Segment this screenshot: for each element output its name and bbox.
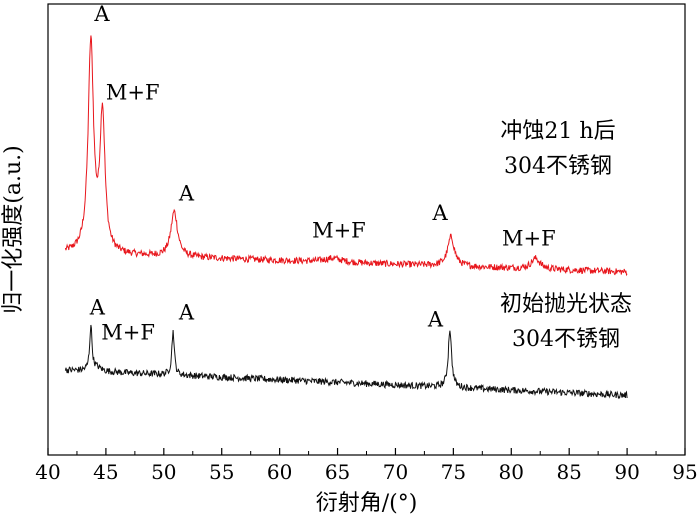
x-tick-label: 75	[441, 460, 466, 484]
x-axis: 40 45 50 55 60 65 70 75 80 85 90 95	[35, 448, 698, 484]
peak-label: A	[427, 307, 444, 331]
y-axis-label: 归一化强度(a.u.)	[1, 145, 26, 313]
x-tick-label: 95	[672, 460, 697, 484]
peak-label: A	[432, 201, 449, 225]
series-line	[64, 324, 628, 400]
peak-label: M+F	[101, 321, 155, 345]
x-tick-label: 85	[556, 460, 581, 484]
spectra	[64, 35, 628, 400]
plot-frame	[47, 3, 686, 456]
peak-label: M+F	[106, 81, 160, 105]
x-tick-label: 80	[499, 460, 524, 484]
x-tick-label: 70	[383, 460, 408, 484]
peak-label: A	[178, 181, 195, 205]
legend-text: 304不锈钢	[512, 327, 620, 352]
x-tick-label: 65	[325, 460, 350, 484]
x-tick-label: 40	[35, 460, 60, 484]
x-tick-label: 50	[151, 460, 176, 484]
peak-label: M+F	[502, 226, 556, 250]
peak-label: A	[93, 2, 110, 26]
x-axis-label: 衍射角/(°)	[316, 491, 418, 516]
peak-label: M+F	[312, 218, 366, 242]
x-tick-label: 45	[93, 460, 118, 484]
legend-text: 冲蚀21 h后	[500, 119, 615, 144]
legend-text: 初始抛光状态	[500, 292, 632, 317]
peak-label: A	[178, 301, 195, 325]
x-tick-label: 90	[614, 460, 639, 484]
x-tick-label: 60	[267, 460, 292, 484]
peak-annotations: AM+FAM+FAM+FAM+FA A	[89, 2, 556, 344]
series-line	[64, 35, 628, 277]
legend-text: 304不锈钢	[504, 154, 612, 179]
peak-label: A	[89, 295, 106, 319]
x-tick-label: 55	[209, 460, 234, 484]
